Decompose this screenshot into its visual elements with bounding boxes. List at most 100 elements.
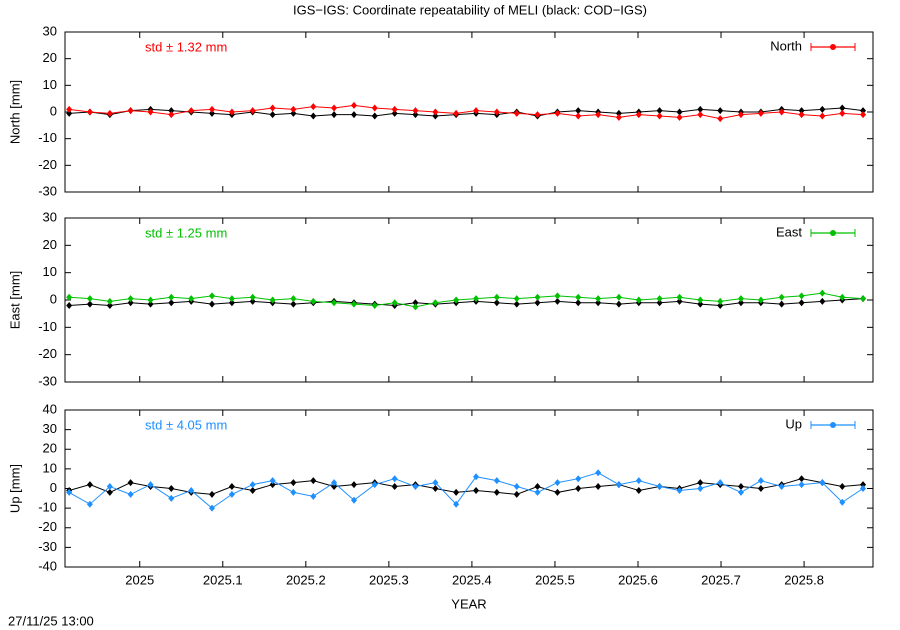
data-point: [168, 293, 175, 301]
data-point: [432, 108, 439, 116]
data-point: [228, 490, 235, 498]
data-point: [656, 107, 663, 115]
data-point: [575, 293, 582, 301]
data-point: [534, 111, 541, 119]
data-point: [350, 300, 357, 308]
data-point: [228, 295, 235, 303]
data-point: [798, 111, 805, 119]
data-point: [554, 488, 561, 496]
data-point: [534, 293, 541, 301]
data-point: [147, 300, 154, 308]
y-tick-label: -40: [38, 558, 57, 573]
data-point: [575, 107, 582, 115]
y-tick-label: -20: [38, 157, 57, 172]
data-point: [208, 300, 215, 308]
series-line: [69, 298, 864, 306]
data-point: [290, 479, 297, 487]
x-tick-label: 2025.1: [203, 572, 243, 587]
data-point: [331, 479, 338, 487]
timestamp: 27/11/25 13:00: [8, 613, 94, 628]
data-point: [473, 473, 480, 481]
data-point: [595, 295, 602, 303]
data-point: [66, 301, 73, 309]
data-point: [717, 297, 724, 305]
plot-frame: [64, 217, 874, 383]
data-point: [66, 109, 73, 117]
data-point: [819, 479, 826, 487]
data-point: [615, 113, 622, 121]
data-point: [757, 109, 764, 117]
x-tick-label: 2025.5: [535, 572, 575, 587]
data-point: [310, 477, 317, 485]
data-point: [717, 115, 724, 123]
data-point: [350, 101, 357, 109]
data-point: [391, 475, 398, 483]
data-point: [615, 293, 622, 301]
y-axis-label: Up [mm]: [7, 464, 22, 513]
x-tick-label: 2025.6: [618, 572, 658, 587]
y-axis-label: North [mm]: [7, 80, 22, 144]
y-tick-label: 0: [50, 291, 57, 306]
data-point: [331, 299, 338, 307]
data-point: [147, 108, 154, 116]
legend-symbol: [830, 422, 836, 428]
legend-symbol: [830, 230, 836, 236]
y-tick-label: -20: [38, 519, 57, 534]
plot-frame: [64, 409, 874, 568]
data-point: [249, 293, 256, 301]
y-axis-label: East [mm]: [7, 271, 22, 330]
data-point: [127, 107, 134, 115]
data-point: [106, 488, 113, 496]
data-point: [453, 109, 460, 117]
data-point: [371, 112, 378, 120]
data-point: [860, 481, 867, 489]
legend-label: Up: [785, 416, 802, 431]
data-point: [269, 481, 276, 489]
data-point: [595, 483, 602, 491]
data-point: [575, 475, 582, 483]
legend-symbol: [830, 44, 836, 50]
data-point: [208, 504, 215, 512]
y-tick-label: 10: [43, 264, 57, 279]
data-point: [778, 108, 785, 116]
data-point: [575, 112, 582, 120]
data-point: [290, 109, 297, 117]
data-point: [208, 292, 215, 300]
data-point: [513, 109, 520, 117]
data-point: [757, 477, 764, 485]
data-point: [432, 485, 439, 492]
data-point: [147, 481, 154, 489]
data-point: [554, 297, 561, 305]
data-point: [127, 490, 134, 498]
data-point: [168, 494, 175, 502]
data-point: [595, 111, 602, 119]
data-point: [554, 292, 561, 300]
data-point: [819, 289, 826, 297]
data-point: [717, 107, 724, 115]
data-point: [635, 477, 642, 485]
x-tick-label: 2025: [125, 572, 154, 587]
data-point: [310, 492, 317, 500]
data-point: [697, 111, 704, 119]
data-point: [371, 104, 378, 112]
data-point: [575, 485, 582, 492]
data-point: [635, 486, 642, 494]
data-point: [757, 296, 764, 304]
data-point: [656, 295, 663, 303]
data-point: [798, 292, 805, 300]
data-point: [839, 104, 846, 112]
data-point: [717, 301, 724, 309]
data-point: [412, 107, 419, 115]
data-point: [269, 477, 276, 485]
data-point: [493, 488, 500, 496]
data-point: [697, 485, 704, 492]
y-tick-label: 10: [43, 460, 57, 475]
data-point: [86, 300, 93, 308]
data-point: [676, 293, 683, 301]
data-point: [676, 113, 683, 121]
data-point: [554, 479, 561, 487]
data-point: [473, 107, 480, 115]
data-point: [453, 500, 460, 508]
data-point: [127, 479, 134, 487]
x-tick-label: 2025.8: [784, 572, 824, 587]
